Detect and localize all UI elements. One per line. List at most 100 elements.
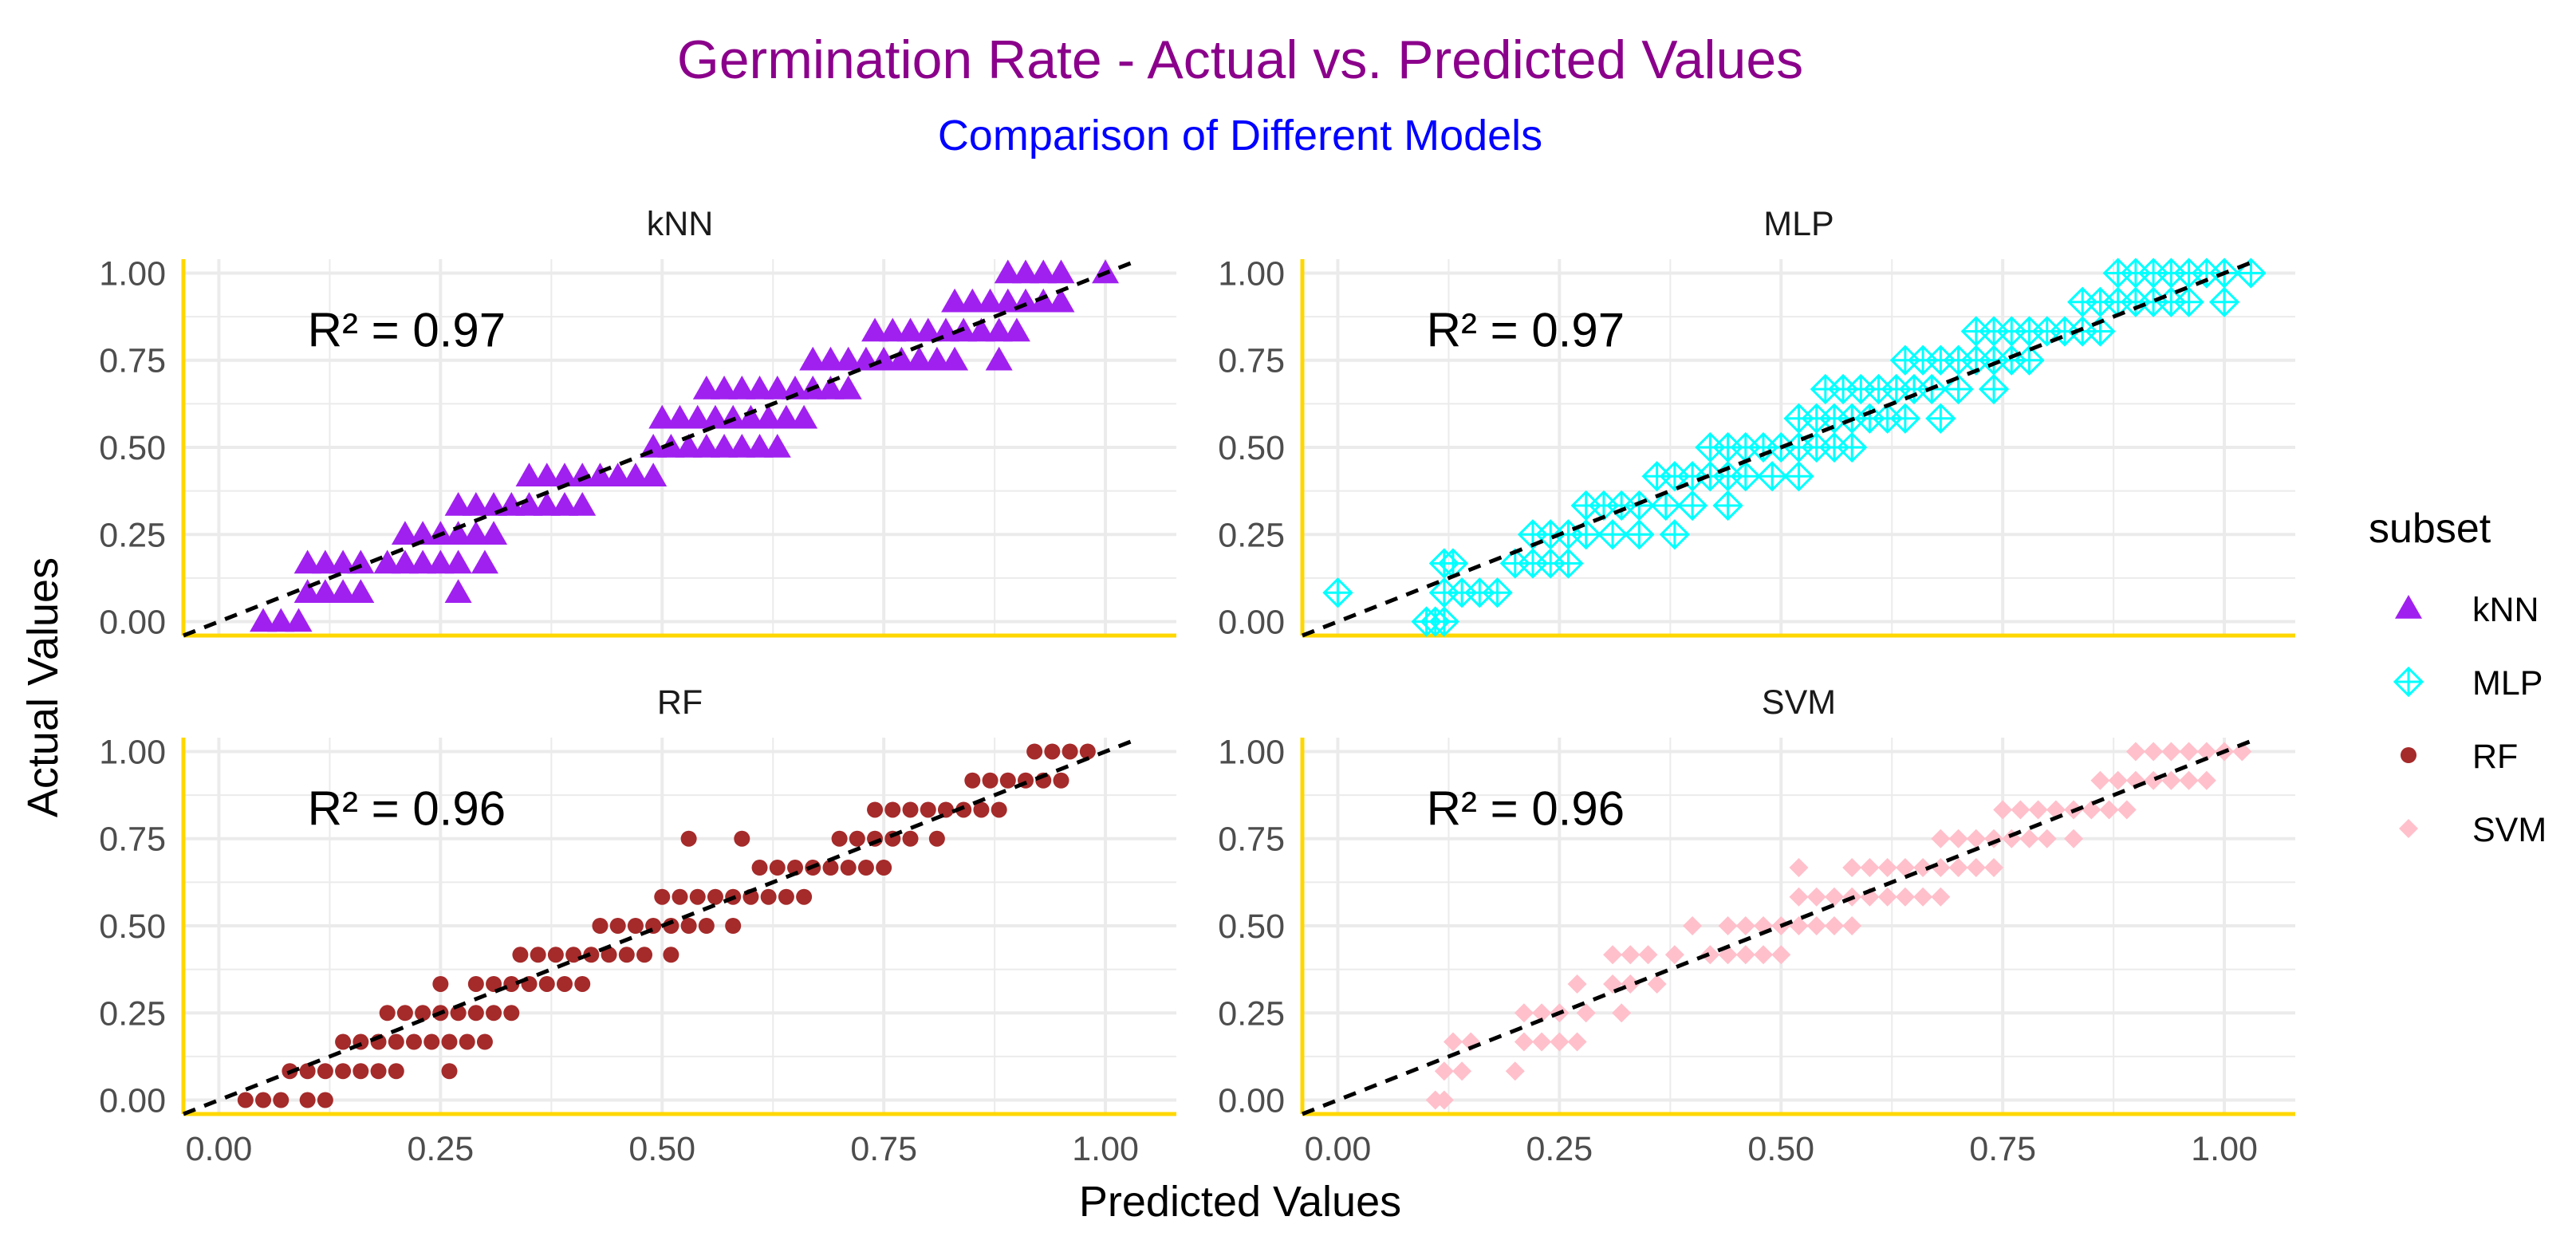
data-point — [769, 860, 786, 876]
data-point — [1913, 887, 1933, 907]
data-point — [1567, 974, 1587, 994]
data-point — [569, 491, 597, 516]
data-point — [391, 549, 419, 574]
data-point — [728, 376, 756, 400]
data-point — [486, 975, 502, 992]
data-point — [928, 830, 945, 847]
data-point — [444, 491, 472, 516]
data-point — [467, 1005, 484, 1022]
data-point — [1322, 577, 1353, 608]
chart-subtitle: Comparison of Different Models — [938, 112, 1542, 159]
y-tick-label: 1.00 — [99, 254, 166, 293]
data-point — [840, 860, 857, 876]
data-point — [902, 830, 919, 847]
data-point — [293, 549, 321, 574]
y-tick-label: 0.00 — [1218, 604, 1285, 642]
data-point — [680, 918, 697, 934]
data-point — [1931, 887, 1951, 907]
y-tick-label: 0.00 — [99, 1082, 166, 1120]
data-point — [994, 259, 1022, 284]
data-point — [1647, 974, 1667, 994]
data-point — [467, 975, 484, 992]
data-point — [444, 579, 472, 603]
data-point — [1567, 1032, 1587, 1052]
data-point — [2232, 742, 2252, 762]
data-point — [1002, 317, 1030, 342]
data-point — [1913, 858, 1933, 878]
data-point — [2099, 800, 2119, 820]
data-point — [1621, 945, 1641, 965]
data-point — [799, 346, 827, 371]
data-point — [888, 346, 916, 371]
data-point — [1789, 916, 1809, 935]
chart-title: Germination Rate - Actual vs. Predicted … — [677, 30, 1803, 90]
data-point — [666, 404, 694, 429]
data-point — [964, 772, 981, 789]
data-point — [763, 434, 791, 458]
data-point — [1966, 858, 1986, 878]
data-point — [1044, 743, 1061, 760]
data-point — [512, 947, 529, 963]
x-tick-label: 1.00 — [2191, 1130, 2258, 1168]
data-point — [550, 491, 578, 516]
panel-strip-label: MLP — [1763, 205, 1834, 243]
y-tick-label: 1.00 — [1218, 254, 1285, 293]
data-point — [565, 947, 582, 963]
data-point — [985, 346, 1013, 371]
data-point — [999, 772, 1016, 789]
r-squared-label: R² = 0.97 — [308, 303, 506, 356]
legend-label: RF — [2472, 738, 2518, 776]
x-tick-label: 0.00 — [1305, 1130, 1372, 1168]
data-point — [896, 317, 924, 342]
y-tick-label: 0.25 — [99, 994, 166, 1033]
data-point — [817, 346, 845, 371]
data-point — [250, 608, 278, 632]
data-point — [1638, 945, 1658, 965]
data-point — [2179, 770, 2199, 790]
data-point — [1597, 519, 1629, 550]
data-point — [1482, 577, 1513, 608]
y-tick-label: 0.00 — [1218, 1082, 1285, 1120]
data-point — [1757, 461, 1788, 492]
data-point — [255, 1092, 272, 1108]
y-axis-title: Actual Values — [19, 557, 67, 817]
data-point — [760, 888, 777, 905]
y-tick-label: 0.50 — [99, 907, 166, 946]
data-point — [1452, 1061, 1472, 1081]
data-point — [689, 888, 706, 905]
data-point — [391, 521, 419, 545]
data-point — [1062, 743, 1078, 760]
data-point — [604, 463, 632, 487]
data-point — [959, 288, 987, 313]
data-point — [299, 1063, 316, 1080]
data-point — [503, 1005, 520, 1022]
data-point — [1718, 916, 1738, 935]
r-squared-label: R² = 0.97 — [1427, 303, 1625, 356]
data-point — [734, 830, 750, 847]
data-point — [2014, 344, 2045, 376]
data-point — [1806, 887, 1826, 907]
data-point — [728, 434, 756, 458]
data-point — [462, 521, 490, 545]
data-point — [2125, 742, 2145, 762]
x-tick-label: 1.00 — [1072, 1130, 1139, 1168]
data-point — [867, 801, 884, 818]
data-point — [698, 918, 715, 934]
data-point — [538, 975, 555, 992]
data-point — [1079, 743, 1096, 760]
data-point — [373, 549, 401, 574]
legend-item-mlp: MLP — [2393, 664, 2543, 703]
data-point — [533, 491, 561, 516]
data-point — [1925, 403, 1956, 434]
legend-item-knn: kNN — [2395, 591, 2539, 629]
data-point — [335, 1063, 352, 1080]
data-point — [902, 801, 919, 818]
data-point — [329, 579, 357, 603]
panel-strip-label: kNN — [647, 205, 714, 243]
data-point — [941, 346, 969, 371]
data-point — [530, 947, 546, 963]
data-point — [1735, 945, 1755, 965]
data-point — [991, 801, 1007, 818]
x-tick-label: 0.00 — [186, 1130, 253, 1168]
data-point — [409, 521, 437, 545]
